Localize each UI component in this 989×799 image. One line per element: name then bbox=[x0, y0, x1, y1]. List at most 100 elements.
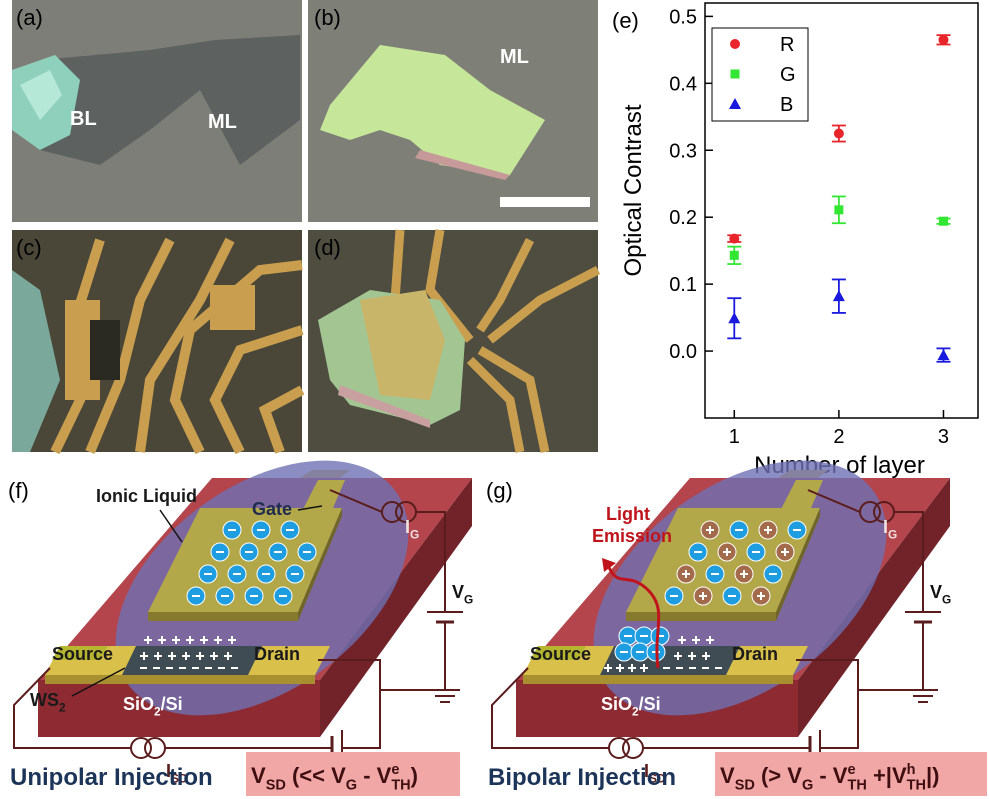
wire bbox=[491, 667, 610, 749]
label: Emission bbox=[592, 526, 672, 546]
text-part: (> V bbox=[755, 763, 802, 788]
text-part: SD bbox=[735, 778, 755, 794]
legend-marker bbox=[730, 39, 740, 49]
text-part: |) bbox=[926, 763, 939, 788]
marker bbox=[832, 290, 845, 302]
wire bbox=[796, 659, 859, 749]
text-part: G bbox=[346, 778, 357, 794]
text-part: h bbox=[907, 762, 916, 778]
text-part: I bbox=[405, 517, 410, 537]
text-part: - V bbox=[813, 763, 848, 788]
caption: Unipolar Injection bbox=[10, 764, 213, 791]
condition: VSD (> VG - Ve TH +|Vh TH|) bbox=[720, 762, 939, 794]
electrodes-front bbox=[523, 675, 793, 684]
marker bbox=[834, 205, 844, 215]
emission-arrow bbox=[606, 564, 661, 669]
x-tick-label: 2 bbox=[833, 426, 844, 448]
caption: Bipolar Injection bbox=[488, 764, 676, 791]
electrode-shade bbox=[530, 646, 586, 660]
panel-label: (e) bbox=[612, 8, 639, 33]
label: VG bbox=[930, 582, 951, 606]
annotation: BL bbox=[70, 108, 97, 130]
annotation: ML bbox=[500, 46, 529, 68]
text-part: V bbox=[251, 763, 266, 788]
label: SiO2/Si bbox=[123, 694, 183, 718]
label: ISD bbox=[644, 761, 666, 785]
electrode-shade bbox=[52, 646, 108, 660]
y-tick-label: 0.4 bbox=[669, 73, 697, 95]
text-part: e bbox=[391, 762, 399, 778]
ammeter bbox=[622, 737, 644, 759]
micrograph-b bbox=[308, 0, 598, 222]
text-part: TH bbox=[391, 778, 410, 794]
text-part: /Si bbox=[639, 694, 661, 714]
legend-label: B bbox=[780, 94, 793, 116]
marker bbox=[833, 128, 844, 139]
text-part: SD bbox=[171, 771, 188, 785]
y-tick-label: 0.0 bbox=[669, 341, 697, 363]
ws2-channel bbox=[122, 646, 262, 675]
wire bbox=[894, 511, 924, 612]
label: SiO2/Si bbox=[601, 694, 661, 718]
y-tick-label: 0.2 bbox=[669, 207, 697, 229]
text-part: SD bbox=[266, 778, 286, 794]
micrograph-a bbox=[12, 0, 302, 222]
text-part: +|V bbox=[867, 763, 907, 788]
label: Gate bbox=[252, 499, 292, 519]
label: IG bbox=[405, 517, 419, 541]
ammeter bbox=[144, 737, 166, 759]
legend-marker bbox=[729, 98, 741, 109]
y-axis-title: Optical Contrast bbox=[620, 104, 647, 276]
panel-label: (b) bbox=[314, 5, 341, 30]
substrate-side bbox=[798, 478, 950, 737]
ammeter bbox=[381, 501, 403, 523]
panel-label: (a) bbox=[16, 5, 43, 30]
pointer bbox=[71, 667, 126, 697]
wire bbox=[318, 659, 381, 749]
emission-arrow-head bbox=[602, 558, 616, 572]
condition: VSD (<< VG - Ve TH) bbox=[251, 762, 418, 794]
text-part: /Si bbox=[161, 694, 183, 714]
condition-box bbox=[715, 752, 987, 796]
text-part: 2 bbox=[154, 704, 161, 718]
text-part: G bbox=[942, 592, 951, 606]
marker bbox=[729, 233, 740, 244]
label: ISD bbox=[166, 761, 188, 785]
wire bbox=[416, 511, 446, 612]
y-tick-label: 0.3 bbox=[669, 140, 697, 162]
label: WS2 bbox=[30, 690, 66, 714]
y-tick-label: 0.5 bbox=[669, 6, 697, 28]
ammeter bbox=[608, 737, 630, 759]
wire bbox=[13, 667, 132, 749]
wire bbox=[329, 489, 383, 513]
marker bbox=[728, 312, 741, 324]
label: VG bbox=[452, 582, 473, 606]
condition-box bbox=[246, 752, 460, 796]
plot-frame bbox=[704, 2, 979, 419]
text-part: SiO bbox=[123, 694, 154, 714]
text-part: G bbox=[888, 527, 897, 541]
panel-label: (c) bbox=[16, 235, 42, 260]
label: Drain bbox=[254, 644, 300, 664]
gate-edge bbox=[776, 508, 820, 621]
x-tick-label: 3 bbox=[938, 426, 949, 448]
gate-edge bbox=[626, 612, 776, 621]
gate-lead bbox=[300, 480, 345, 515]
text-part: 2 bbox=[59, 700, 66, 714]
text-part: TH bbox=[847, 778, 866, 794]
text-part: I bbox=[644, 761, 649, 781]
text-part: ) bbox=[411, 763, 418, 788]
marker bbox=[938, 34, 949, 45]
ammeter bbox=[859, 501, 881, 523]
gate-lead bbox=[778, 480, 823, 515]
substrate-side bbox=[320, 478, 472, 737]
legend-label: R bbox=[780, 34, 794, 56]
micrograph-d bbox=[308, 229, 601, 453]
panel-label: (g) bbox=[486, 478, 513, 503]
label: Ionic Liquid bbox=[96, 486, 197, 506]
